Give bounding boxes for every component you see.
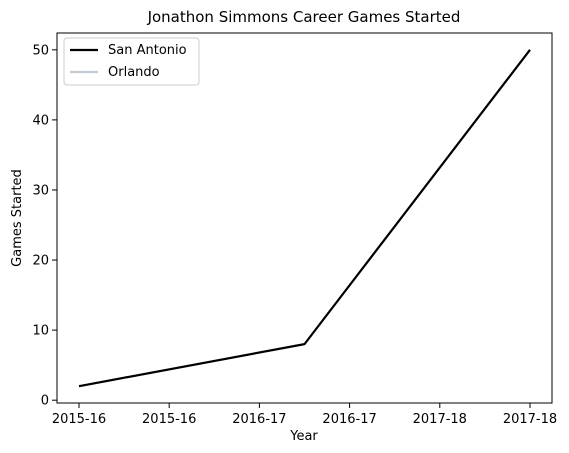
- y-tick-label: 0: [41, 394, 49, 409]
- x-tick-label: 2017-18: [413, 412, 467, 427]
- x-tick-label: 2015-16: [142, 412, 196, 427]
- plot-area: [56, 32, 553, 404]
- y-tick-label: 20: [32, 254, 49, 269]
- legend: San Antonio Orlando: [63, 37, 200, 86]
- y-axis-label: Games Started: [10, 169, 25, 267]
- series-line-san-antonio: [78, 49, 531, 388]
- x-axis-label: Year: [289, 429, 318, 444]
- series-group: [78, 49, 531, 388]
- plot-frame: [56, 32, 553, 404]
- y-tick-label: 40: [32, 113, 49, 128]
- chart-title: Jonathon Simmons Career Games Started: [147, 8, 461, 26]
- legend-label-san-antonio: San Antonio: [108, 43, 187, 58]
- y-tick-label: 50: [32, 43, 49, 58]
- x-axis: 2015-16 2015-16 2016-17 2016-17 2017-18 2017-…: [52, 403, 557, 427]
- x-tick-label: 2015-16: [52, 412, 106, 427]
- legend-label-orlando: Orlando: [108, 65, 160, 80]
- x-tick-label: 2017-18: [503, 412, 557, 427]
- x-tick-label: 2016-17: [232, 412, 286, 427]
- y-tick-label: 30: [32, 183, 49, 198]
- y-tick-label: 10: [32, 324, 49, 339]
- y-axis: 0 10 20 30 40 50: [32, 43, 57, 409]
- x-tick-label: 2016-17: [322, 412, 376, 427]
